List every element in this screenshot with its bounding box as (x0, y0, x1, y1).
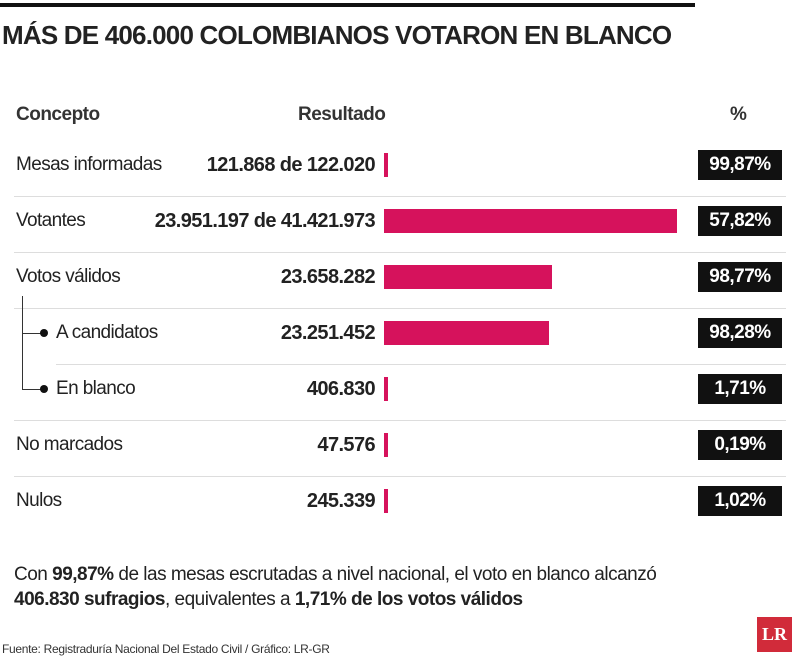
separator (14, 420, 786, 421)
concept: No marcados (16, 434, 123, 455)
header-pct: % (730, 104, 747, 125)
separator (14, 196, 786, 197)
result: 245.339 (306, 490, 376, 512)
row: Mesas informadas 121.868 de 122.020 99,8… (0, 150, 800, 206)
row: Votos válidos 23.658.282 98,77% (0, 262, 800, 318)
result: 47.576 (317, 434, 375, 456)
tree-line (22, 296, 23, 390)
concept: A candidatos (56, 322, 158, 343)
bar (384, 377, 388, 401)
header-concepto: Concepto (16, 104, 100, 125)
note-bold: 99,87% (52, 564, 114, 585)
row: No marcados 47.576 0,19% (0, 430, 800, 486)
title: MÁS DE 406.000 COLOMBIANOS VOTARON EN BL… (2, 20, 672, 50)
concept: Votantes (16, 210, 86, 231)
top-rule (0, 3, 695, 7)
pct: 99,87% (698, 150, 782, 180)
note-text: Con (14, 564, 53, 585)
pct: 1,02% (698, 486, 782, 516)
row: Nulos 245.339 1,02% (0, 486, 800, 542)
note: Con 99,87% de las mesas escrutadas a niv… (14, 562, 657, 612)
note-bold: 1,71% de los votos válidos (294, 589, 523, 610)
tree-line (22, 389, 42, 390)
concept: Nulos (16, 490, 62, 511)
bar (384, 321, 549, 345)
result: 23.251.452 (280, 322, 376, 344)
concept: En blanco (56, 378, 136, 399)
note-text: de las mesas escrutadas a nivel nacional… (113, 564, 657, 585)
logo: LR (757, 617, 792, 652)
concept: Votos válidos (16, 266, 121, 287)
separator (14, 252, 786, 253)
pct: 57,82% (698, 206, 782, 236)
row: En blanco 406.830 1,71% (0, 374, 800, 430)
bar (384, 209, 677, 233)
result: 23.658.282 (280, 266, 376, 288)
note-text: , equivalentes a (164, 589, 295, 610)
result: 406.830 (306, 378, 376, 400)
concept: Mesas informadas (16, 154, 162, 175)
bar (384, 265, 552, 289)
pct: 98,28% (698, 318, 782, 348)
row: A candidatos 23.251.452 98,28% (0, 318, 800, 374)
source: Fuente: Registraduría Nacional Del Estad… (2, 642, 330, 656)
result: 23.951.197 de 41.421.973 (154, 210, 376, 232)
bar (384, 489, 388, 513)
tree-dot (40, 385, 48, 393)
pct: 1,71% (698, 374, 782, 404)
pct: 0,19% (698, 430, 782, 460)
separator (56, 364, 786, 365)
header-resultado: Resultado (298, 104, 386, 125)
result: 121.868 de 122.020 (206, 154, 376, 176)
separator (14, 476, 786, 477)
pct: 98,77% (698, 262, 782, 292)
note-bold: 406.830 sufragios (14, 589, 165, 610)
separator (14, 308, 786, 309)
bar (384, 153, 388, 177)
tree-dot (40, 329, 48, 337)
bar (384, 433, 388, 457)
row: Votantes 23.951.197 de 41.421.973 57,82% (0, 206, 800, 262)
tree-line (22, 333, 42, 334)
